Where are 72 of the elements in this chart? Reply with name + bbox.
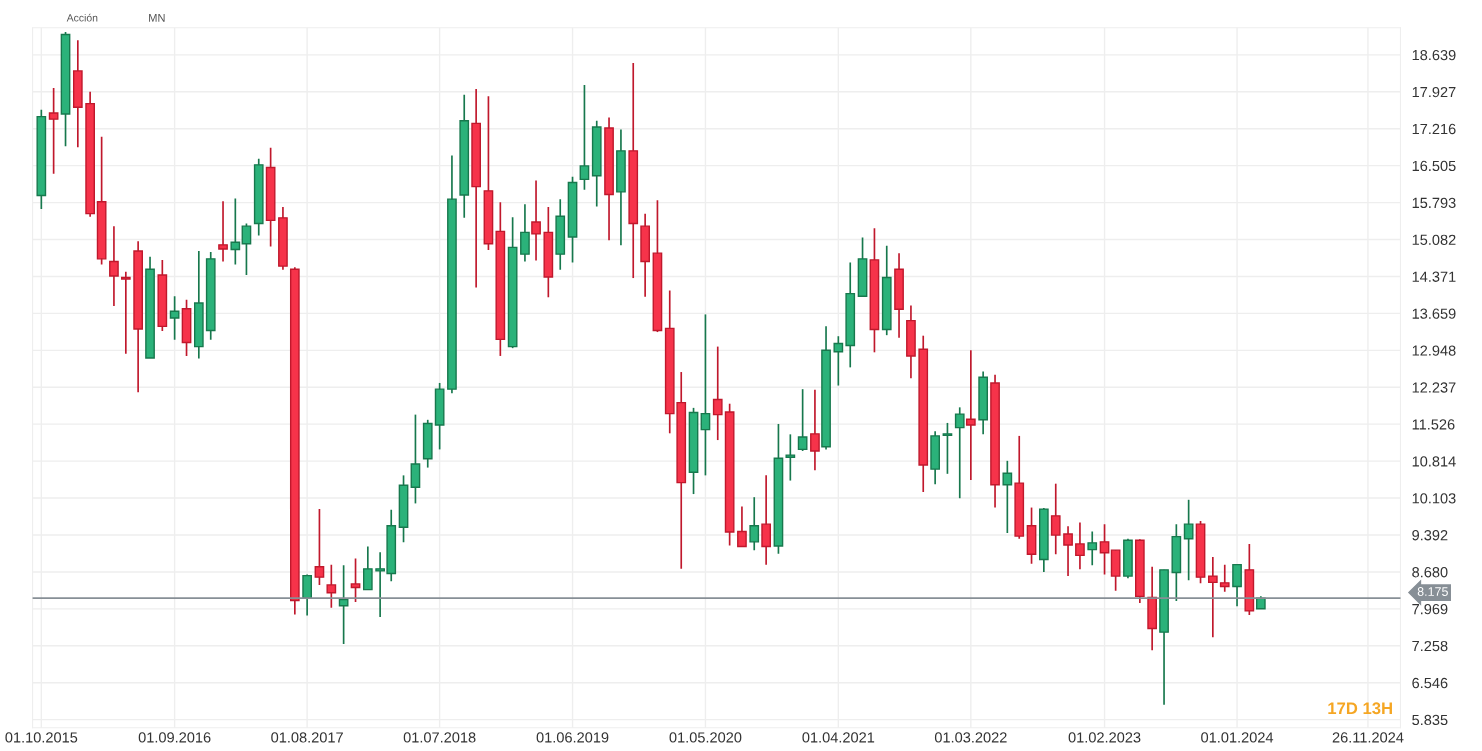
candlestick xyxy=(531,179,541,262)
candlestick xyxy=(241,222,252,276)
y-tick-label: 10.103 xyxy=(1412,493,1456,504)
candlestick xyxy=(954,406,965,500)
candlestick xyxy=(579,84,590,191)
x-tick-label: 01.02.2023 xyxy=(1068,732,1141,743)
y-tick-label: 12.237 xyxy=(1412,382,1456,393)
candlestick xyxy=(1087,530,1098,567)
candlestick xyxy=(761,474,771,566)
y-tick-label: 7.969 xyxy=(1412,603,1448,615)
candlestick xyxy=(965,349,976,481)
candlestick xyxy=(797,388,808,452)
text: MN xyxy=(149,14,165,22)
y-tick-label: 17.216 xyxy=(1412,123,1456,135)
y-tick-label: 14.371 xyxy=(1412,271,1456,282)
x-tick-label: 01.03.2022 xyxy=(934,732,1007,743)
candlestick xyxy=(169,295,180,341)
y-tick-label: 17.927 xyxy=(1412,86,1456,98)
x-tick-label: 01.09.2016 xyxy=(138,732,211,743)
y-tick-label: 16.505 xyxy=(1412,160,1456,172)
x-tick-label: 01.06.2019 xyxy=(536,732,609,743)
candlestick xyxy=(1219,563,1230,593)
candlestick xyxy=(520,203,530,263)
y-tick-label: 5.835 xyxy=(1412,714,1448,726)
x-tick-label: 26.11.2024 xyxy=(1332,732,1404,743)
candlestick xyxy=(1099,523,1110,576)
candlestick xyxy=(749,496,760,551)
text: Acción xyxy=(66,13,98,22)
y-tick-label: 12.948 xyxy=(1412,345,1456,356)
candlestick xyxy=(1002,459,1013,534)
candlestick xyxy=(737,505,747,548)
x-tick-label: 01.08.2017 xyxy=(271,732,343,743)
candlestick xyxy=(109,225,119,307)
candlestick xyxy=(1050,482,1061,556)
y-tick-label: 11.526 xyxy=(1412,419,1455,430)
candlestick xyxy=(120,270,131,355)
candlestick xyxy=(1232,563,1242,608)
y-tick-label: 13.659 xyxy=(1412,308,1456,319)
candlestick xyxy=(350,557,361,603)
candlestick xyxy=(1207,556,1218,639)
y-tick-label: 15.793 xyxy=(1412,197,1456,209)
y-tick-label: 8.680 xyxy=(1412,567,1448,578)
candlestick xyxy=(785,433,796,482)
y-tick-label: 10.814 xyxy=(1412,456,1456,467)
y-tick-label: 7.258 xyxy=(1412,640,1448,652)
candlestick xyxy=(302,573,312,617)
x-tick-label: 01.10.2015 xyxy=(5,732,78,743)
candlestick xyxy=(810,388,820,472)
x-tick-label: 01.05.2020 xyxy=(669,732,742,743)
candlestick xyxy=(326,563,337,609)
candlestick xyxy=(1063,525,1073,577)
annotation: 17D 13H xyxy=(1328,702,1392,715)
candlestick xyxy=(712,345,723,441)
y-tick-label: 15.082 xyxy=(1412,234,1456,245)
candlestick xyxy=(362,545,373,591)
y-tick-label: 18.639 xyxy=(1412,49,1456,61)
candlestick xyxy=(410,413,421,505)
candlestick xyxy=(942,422,953,475)
candlestick xyxy=(230,197,241,266)
candlestick xyxy=(314,508,325,586)
candlestick xyxy=(1075,521,1085,571)
candlestick xyxy=(833,335,844,387)
candlestick xyxy=(48,87,59,175)
candlestick xyxy=(700,313,711,477)
candlestick xyxy=(1183,498,1194,582)
ref-line-label: 8.175 xyxy=(1417,587,1448,596)
x-tick-label: 01.07.2018 xyxy=(403,732,476,743)
y-tick-label: 9.392 xyxy=(1412,530,1448,541)
x-tick-label: 01.04.2021 xyxy=(802,732,875,743)
candlestick xyxy=(218,200,228,263)
y-tick-label: 6.546 xyxy=(1412,677,1448,689)
x-tick-label: 01.01.2024 xyxy=(1201,732,1274,743)
